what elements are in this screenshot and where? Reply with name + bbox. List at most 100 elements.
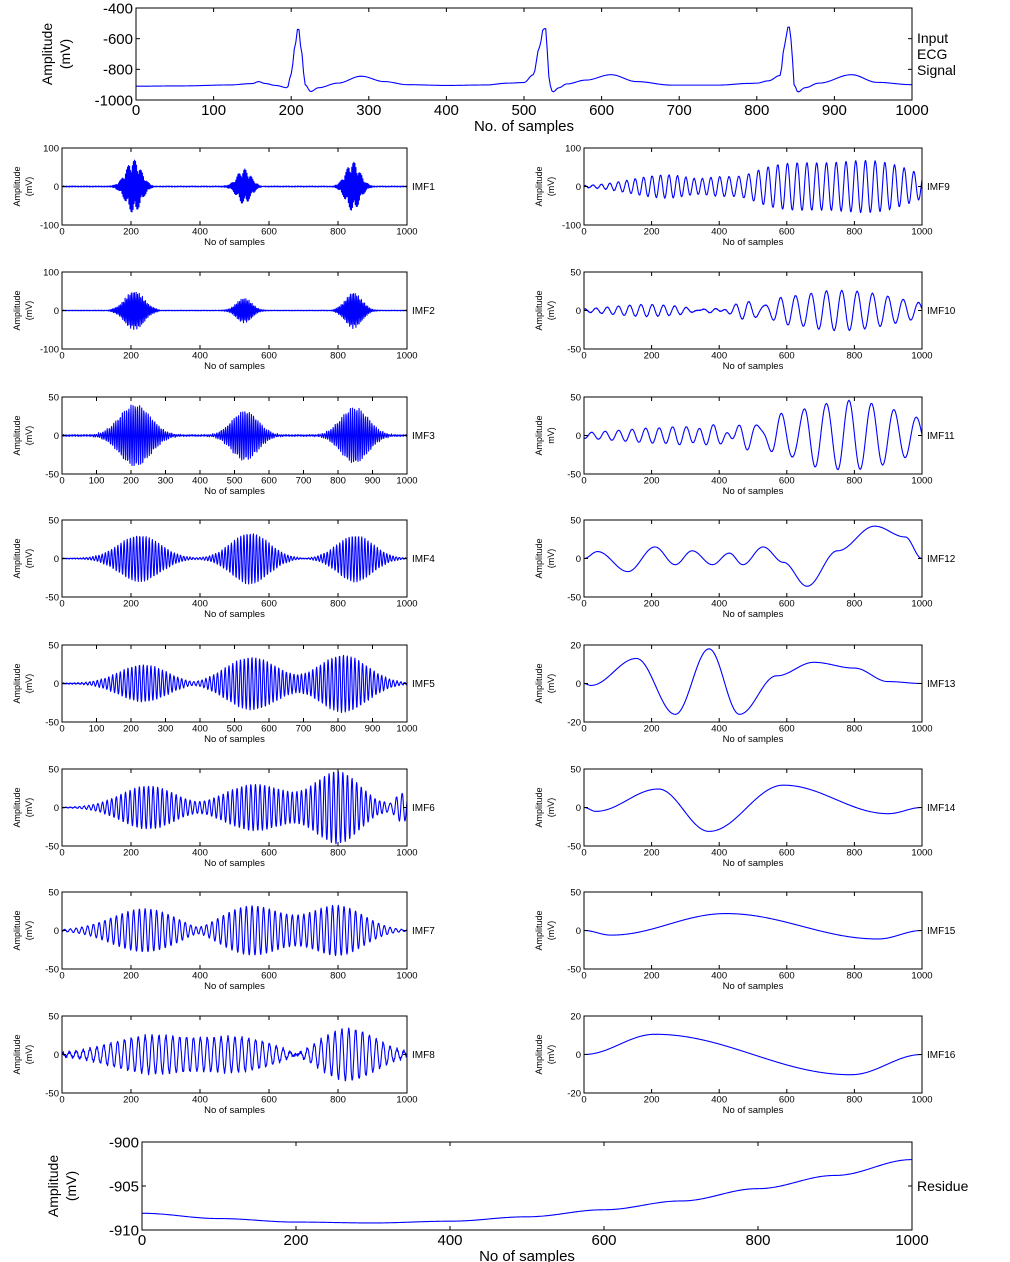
y-tick-label: 100 [43,143,59,154]
y-axis-label: Amplitude [534,290,544,330]
x-tick-label: 0 [59,971,64,982]
x-tick-label: 1000 [911,724,932,735]
y-tick-label: -50 [567,469,581,480]
x-tick-label: 0 [59,1095,64,1106]
y-axis-label: Amplitude [534,415,544,455]
x-tick-label: 0 [581,1095,586,1106]
x-tick-label: 200 [644,476,660,487]
side-label: ECG [917,46,947,62]
x-axis-label: No. of samples [474,118,574,135]
y-axis-unit: (mV) [24,177,34,197]
x-axis-label: No of samples [723,981,784,992]
side-label: IMF9 [927,182,950,193]
trace-imf13 [584,648,922,715]
trace-imf16 [584,1033,922,1076]
axes-frame [583,644,923,723]
y-tick-label: 50 [570,267,581,278]
x-axis-label: No of samples [204,981,265,992]
x-axis-label: No of samples [204,1105,265,1116]
x-tick-label: 800 [846,724,862,735]
x-tick-label: 700 [296,724,312,735]
x-tick-label: 100 [89,476,105,487]
x-tick-label: 300 [356,102,381,119]
y-tick-label: -50 [45,717,59,728]
x-axis-label: No of samples [723,486,784,497]
y-axis-unit: (mV) [24,426,34,446]
x-tick-label: 600 [779,476,795,487]
side-label: IMF3 [412,431,435,442]
x-axis-label: No of samples [723,858,784,869]
y-tick-label: 50 [48,1011,59,1022]
trace-imf2 [62,291,407,330]
x-tick-label: 200 [123,848,139,859]
y-tick-label: 0 [576,679,581,690]
x-tick-label: 500 [227,476,243,487]
x-tick-label: 400 [192,848,208,859]
y-tick-label: -400 [103,0,133,17]
x-tick-label: 200 [123,599,139,610]
x-tick-label: 800 [330,971,346,982]
x-tick-label: 800 [330,227,346,238]
y-axis-unit: (mV) [24,1045,34,1065]
axes-frame [583,891,923,970]
y-axis-label: Amplitude [39,23,55,85]
y-tick-label: -50 [45,592,59,603]
x-tick-label: 200 [123,1095,139,1106]
x-tick-label: 1000 [911,971,932,982]
side-label: IMF12 [927,554,956,565]
x-tick-label: 600 [261,227,277,238]
x-tick-label: 200 [123,724,139,735]
x-tick-label: 400 [192,227,208,238]
x-tick-label: 1000 [911,1095,932,1106]
x-tick-label: 400 [192,351,208,362]
y-tick-label: -50 [567,964,581,975]
y-tick-label: -800 [103,62,133,79]
y-axis-label: Amplitude [12,290,22,330]
x-axis-label: No of samples [723,609,784,620]
trace-imf7 [62,904,407,957]
x-tick-label: 0 [59,724,64,735]
x-axis-label: No of samples [723,734,784,745]
y-tick-label: -1000 [95,92,133,109]
y-axis-unit: (mV) [546,921,556,941]
y-tick-label: -50 [567,344,581,355]
y-tick-label: -50 [45,469,59,480]
y-tick-label: 0 [54,554,59,565]
x-tick-label: 300 [158,476,174,487]
trace-imf8 [62,1027,407,1082]
x-tick-label: 200 [123,227,139,238]
x-tick-label: 800 [330,351,346,362]
x-tick-label: 600 [779,724,795,735]
x-tick-label: 400 [192,476,208,487]
x-tick-label: 800 [330,724,346,735]
x-tick-label: 1000 [396,227,417,238]
x-tick-label: 200 [644,848,660,859]
x-tick-label: 400 [711,599,727,610]
x-tick-label: 0 [581,351,586,362]
x-tick-label: 400 [711,971,727,982]
x-tick-label: 0 [59,476,64,487]
x-axis-label: No of samples [723,361,784,372]
y-axis-unit: (mV) [546,177,556,197]
y-axis-label: Amplitude [534,1034,544,1074]
y-tick-label: 50 [48,887,59,898]
x-tick-label: 800 [846,351,862,362]
y-axis-label: Amplitude [534,166,544,206]
x-tick-label: 0 [581,724,586,735]
y-tick-label: 0 [576,306,581,317]
x-tick-label: 800 [846,476,862,487]
x-tick-label: 600 [261,599,277,610]
y-tick-label: 0 [576,431,581,442]
y-axis-unit: (mV) [63,1171,79,1201]
y-tick-label: 0 [576,926,581,937]
y-tick-label: -50 [567,841,581,852]
y-tick-label: -600 [103,31,133,48]
x-tick-label: 600 [261,724,277,735]
x-tick-label: 800 [846,971,862,982]
